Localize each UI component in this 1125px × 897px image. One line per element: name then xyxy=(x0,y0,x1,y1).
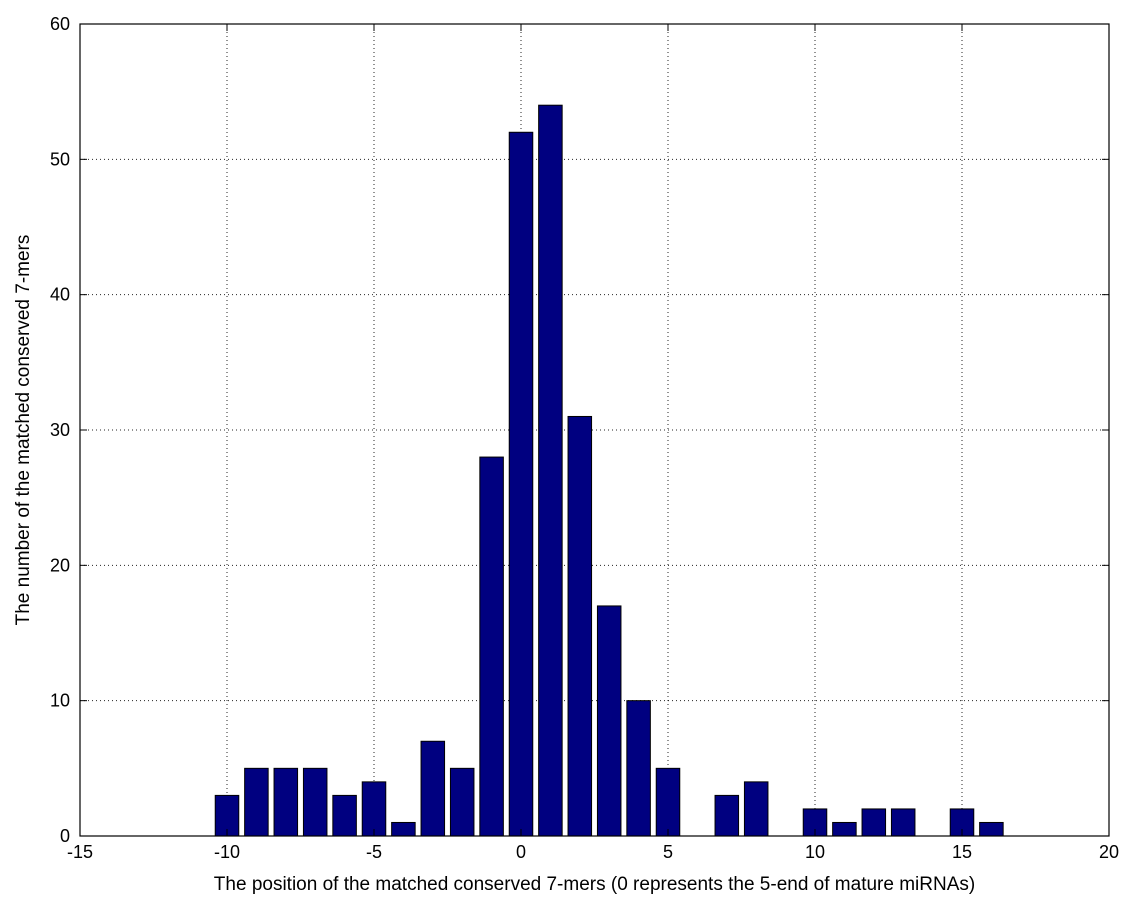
y-tick-label: 30 xyxy=(50,420,70,440)
y-tick-label: 60 xyxy=(50,14,70,34)
bar xyxy=(508,131,534,837)
y-tick-label: 50 xyxy=(50,149,70,169)
bar xyxy=(391,821,416,837)
y-tick-label: 40 xyxy=(50,285,70,305)
bar xyxy=(361,781,387,837)
bar xyxy=(626,700,651,837)
x-tick-label: 5 xyxy=(663,842,673,862)
grid-lines xyxy=(80,24,1109,836)
bar xyxy=(420,740,446,837)
bar xyxy=(479,456,504,837)
axis-ticks xyxy=(79,23,1110,837)
x-tick-labels: -15 -10 -5 0 5 10 15 20 xyxy=(67,842,1119,862)
x-tick-label: 15 xyxy=(952,842,972,862)
x-tick-label: -5 xyxy=(366,842,382,862)
bar xyxy=(302,767,328,837)
bar xyxy=(273,767,299,837)
bar xyxy=(743,781,769,837)
x-tick-label: -10 xyxy=(214,842,240,862)
bar xyxy=(538,104,563,837)
bar xyxy=(567,415,593,837)
y-tick-label: 10 xyxy=(50,691,70,711)
bar xyxy=(655,767,681,837)
x-tick-label: 0 xyxy=(516,842,526,862)
bar xyxy=(449,767,475,837)
y-axis-label: The number of the matched conserved 7-me… xyxy=(13,235,34,626)
bar xyxy=(979,821,1004,837)
bar xyxy=(861,808,887,837)
x-tick-label: -15 xyxy=(67,842,93,862)
y-tick-label: 0 xyxy=(60,826,70,846)
x-tick-label: 20 xyxy=(1099,842,1119,862)
y-tick-labels: 0 10 20 30 40 50 60 xyxy=(50,14,70,846)
bar xyxy=(596,605,622,837)
plot-frame xyxy=(79,23,1110,837)
bars xyxy=(214,104,1004,837)
x-axis-label: The position of the matched conserved 7-… xyxy=(214,874,975,895)
bar xyxy=(832,821,857,837)
x-tick-label: 10 xyxy=(805,842,825,862)
bar xyxy=(244,767,269,837)
bar xyxy=(332,794,357,837)
bar xyxy=(714,794,740,837)
bar xyxy=(890,808,916,837)
y-tick-label: 20 xyxy=(50,555,70,575)
